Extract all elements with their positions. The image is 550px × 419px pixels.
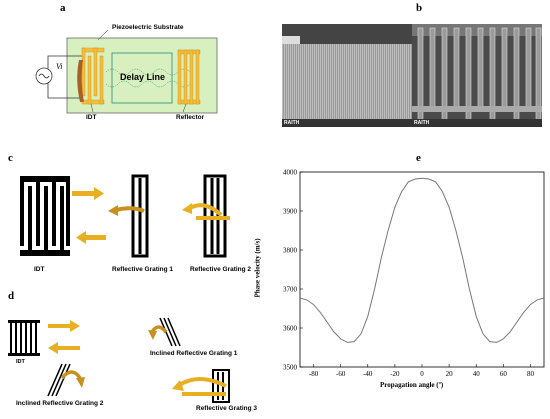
x-tick-label: -40: [363, 370, 373, 378]
x-tick-label: 0: [420, 370, 424, 378]
panel-letter-a: a: [60, 2, 66, 14]
y-tick-label: 3900: [283, 208, 298, 216]
y-tick-label: 3700: [283, 286, 298, 294]
delay-line-box: [111, 52, 173, 104]
inclined-arrow-1: [150, 325, 168, 334]
reflection-arrow-1: [115, 206, 145, 213]
wave-lines: [105, 68, 191, 76]
left-idt: [81, 47, 105, 105]
x-tick-label: 60: [500, 370, 508, 378]
arrow-left-c: [76, 231, 106, 244]
y-ticks: 3500 3600 3700 3800 3900 4000: [283, 169, 303, 372]
inclined2-label: Inclined Reflective Grating 2: [16, 400, 104, 407]
panel-letter-c: c: [8, 152, 13, 164]
panel-letter-d: d: [8, 290, 15, 302]
inclined-grating-2: [47, 363, 71, 397]
inclined-arrow-2: [60, 370, 82, 380]
panel-letter-b: b: [416, 2, 423, 14]
reflective-grating-1: [131, 174, 149, 258]
source-label: Vi: [56, 62, 63, 71]
reflector-label-a: Reflector: [176, 114, 205, 121]
idt-electrodes-d: [8, 320, 40, 356]
inclined1-label: Inclined Reflective Grating 1: [150, 350, 238, 357]
reflection-arrow-2: [189, 203, 223, 217]
arrow-right-c: [72, 187, 104, 200]
panel-letter-e: e: [416, 152, 421, 164]
x-ticks: -80 -60 -40 -20 0 20 40 60 80: [309, 364, 535, 378]
plot-frame: [299, 171, 545, 368]
x-tick-label: 20: [446, 370, 454, 378]
substrate-label: Piezoelectric Substrate: [112, 24, 184, 31]
grating2-label: Reflective Grating 2: [190, 266, 252, 273]
arrow-left-d: [48, 342, 80, 354]
y-axis-label: Phase velocity (m/s): [253, 238, 262, 298]
y-tick-label: 3600: [283, 325, 298, 333]
idt-electrodes-c: [20, 176, 70, 256]
y-tick-label: 3500: [283, 364, 298, 372]
absorber-strip: [77, 60, 84, 102]
x-axis-label: Propagation angle (º): [380, 381, 444, 389]
arrow-right-d: [48, 320, 80, 332]
phase-velocity-line: [299, 177, 545, 343]
x-tick-label: 40: [473, 370, 481, 378]
y-tick-label: 3800: [283, 247, 298, 255]
idt-label-d: IDT: [16, 359, 25, 365]
grating3-label: Reflective Grating 3: [196, 405, 258, 412]
reflector-grating: [177, 49, 201, 105]
x-tick-label: 80: [527, 370, 535, 378]
y-tick-label: 4000: [283, 169, 298, 177]
idt-label-a: IDT: [86, 114, 97, 121]
x-tick-label: -20: [390, 370, 400, 378]
sem-brand-right: RAITH: [414, 120, 430, 126]
sem-brand-left: RAITH: [284, 120, 300, 126]
delay-line-label: Delay Line: [120, 72, 166, 82]
x-tick-label: -60: [336, 370, 346, 378]
grating1-label: Reflective Grating 1: [112, 266, 174, 273]
x-tick-label: -80: [309, 370, 319, 378]
idt-label-c: IDT: [34, 266, 45, 273]
